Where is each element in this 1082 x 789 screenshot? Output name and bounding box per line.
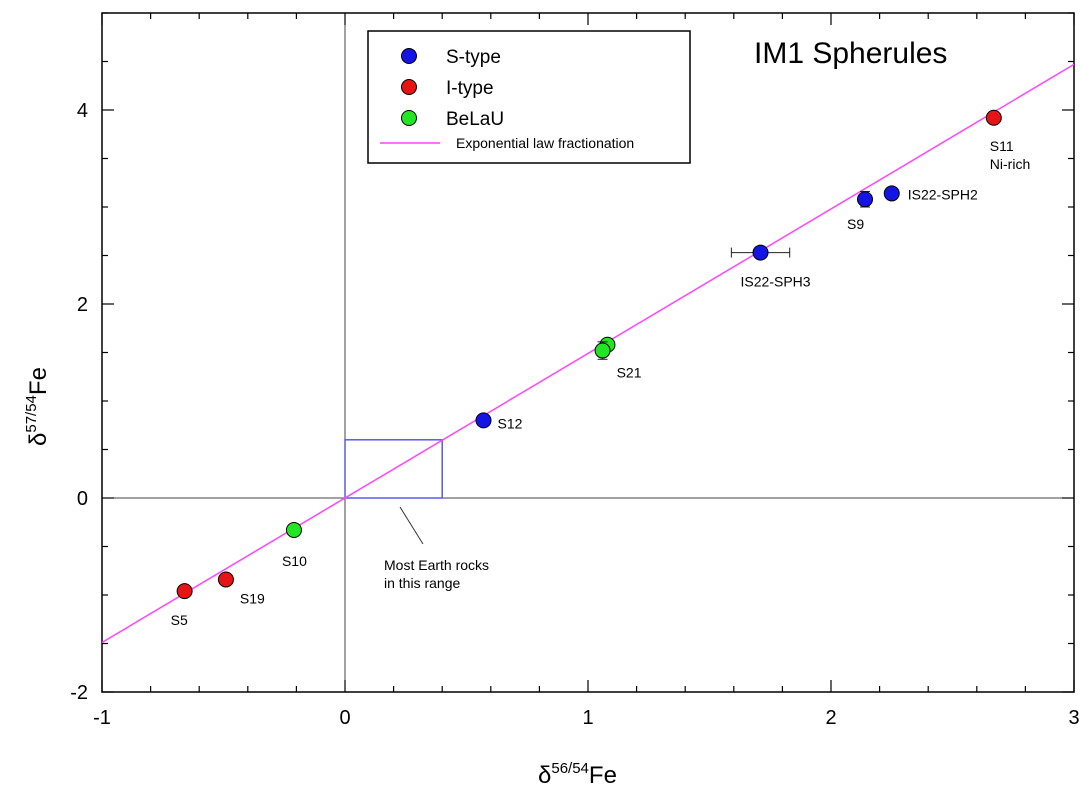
y-tick-label: 2 — [77, 294, 88, 316]
data-point — [176, 583, 193, 600]
point-label: IS22-SPH3 — [741, 274, 811, 290]
annotation-line-1: Most Earth rocks — [384, 557, 489, 573]
x-tick-label: 1 — [582, 707, 593, 729]
y-axis-title: δ57/54Fe — [23, 367, 52, 446]
data-point — [217, 571, 234, 588]
legend-label-belau: BeLaU — [446, 109, 504, 130]
point-label: S21 — [617, 365, 642, 381]
point-label: Ni-rich — [990, 156, 1030, 172]
data-point — [752, 244, 769, 261]
point-label: S11 — [990, 138, 1014, 154]
annotation-leader-line — [399, 506, 424, 545]
data-point — [594, 342, 611, 359]
annotation-line-2: in this range — [384, 575, 460, 591]
x-tick-label: 2 — [825, 707, 836, 729]
data-point — [285, 522, 302, 539]
x-tick-label: -1 — [93, 707, 111, 729]
point-label: S10 — [282, 553, 307, 569]
x-tick-label: 0 — [339, 707, 350, 729]
data-point — [857, 191, 874, 208]
legend-label-i-type: I-type — [446, 78, 494, 99]
data-point — [883, 185, 900, 202]
data-marks: S12 IS22-SPH3 S9 IS22-SPH2 S5 S19 S11 Ni-rich S1… — [101, 63, 1075, 644]
data-point — [475, 412, 492, 429]
point-label: S9 — [847, 216, 864, 232]
legend-frame — [367, 30, 691, 164]
point-label: S19 — [240, 590, 265, 606]
point-label: IS22-SPH2 — [908, 186, 978, 202]
data-point — [985, 109, 1002, 126]
legend-marker-i-type — [401, 79, 417, 95]
fractionation-line — [101, 63, 1075, 644]
legend-label-fractionation-line: Exponential law fractionation — [456, 135, 634, 151]
axes: -1 0 1 2 3 -2 0 2 4 — [70, 12, 1080, 729]
x-axis-title: δ56/54Fe — [538, 760, 617, 789]
chart-title: IM1 Spherules — [754, 37, 947, 70]
x-tick-label: 3 — [1068, 707, 1079, 729]
y-tick-label: 0 — [77, 488, 88, 510]
legend: S-type I-type BeLaU Exponential law frac… — [367, 30, 691, 164]
legend-marker-belau — [401, 110, 417, 126]
legend-label-s-type: S-type — [446, 47, 501, 68]
y-tick-label: 4 — [77, 100, 88, 122]
legend-marker-s-type — [401, 48, 417, 64]
point-label: S12 — [498, 415, 523, 431]
point-label: S5 — [171, 612, 188, 628]
y-tick-label: -2 — [70, 682, 88, 704]
earth-rock-range-box — [344, 439, 443, 499]
